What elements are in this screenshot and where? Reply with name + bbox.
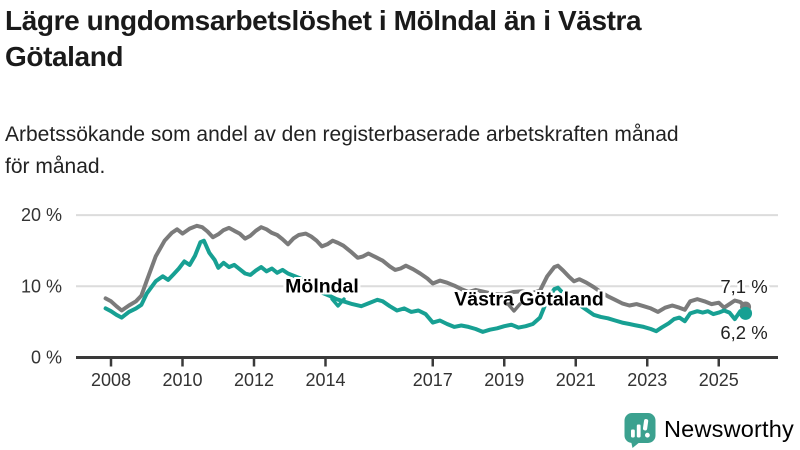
- series-label-molndal: Mölndal: [285, 275, 359, 298]
- series-end-dot-m-lndal: [739, 306, 753, 320]
- x-tick-label-2017: 2017: [413, 370, 453, 390]
- end-value-label-vastra-gotaland: 7,1 %: [720, 276, 768, 297]
- x-tick-label-2008: 2008: [91, 370, 131, 390]
- end-value-label-molndal: 6,2 %: [720, 322, 768, 343]
- x-tick-label-2021: 2021: [556, 370, 596, 390]
- vastra-gotaland-pointer-chevron-down-icon: [506, 302, 522, 313]
- x-tick-label-2019: 2019: [484, 370, 524, 390]
- chart-title-line-2: Götaland: [5, 41, 124, 72]
- chart-subtitle: Arbetssökande som andel av den registerb…: [5, 119, 797, 183]
- newsworthy-wordmark: Newsworthy: [664, 415, 794, 442]
- molndal-pointer-chevron-down-icon: [330, 297, 346, 308]
- newsworthy-logo: Newsworthy: [623, 409, 794, 449]
- x-tick-label-2025: 2025: [699, 370, 739, 390]
- y-tick-label-20: 20 %: [21, 205, 62, 225]
- chart-title: Lägre ungdomsarbetslöshet i Mölndal än i…: [5, 3, 797, 75]
- chart-subtitle-line-1: Arbetssökande som andel av den registerb…: [5, 123, 679, 146]
- newsworthy-bubble-chart-icon: [624, 413, 656, 448]
- x-tick-label-2012: 2012: [234, 370, 274, 390]
- y-tick-label-10: 10 %: [21, 276, 62, 296]
- chart-subtitle-line-2: för månad.: [5, 155, 106, 178]
- y-tick-label-0: 0 %: [31, 348, 62, 368]
- series-line-v-stra-g-taland: [103, 223, 748, 314]
- x-tick-label-2023: 2023: [627, 370, 667, 390]
- chart-title-line-1: Lägre ungdomsarbetslöshet i Mölndal än i…: [5, 5, 642, 36]
- series-line-m-lndal: [103, 238, 748, 334]
- x-tick-label-2010: 2010: [162, 370, 202, 390]
- x-tick-label-2014: 2014: [305, 370, 345, 390]
- series-label-vastra-gotaland: Västra Götaland: [454, 288, 604, 311]
